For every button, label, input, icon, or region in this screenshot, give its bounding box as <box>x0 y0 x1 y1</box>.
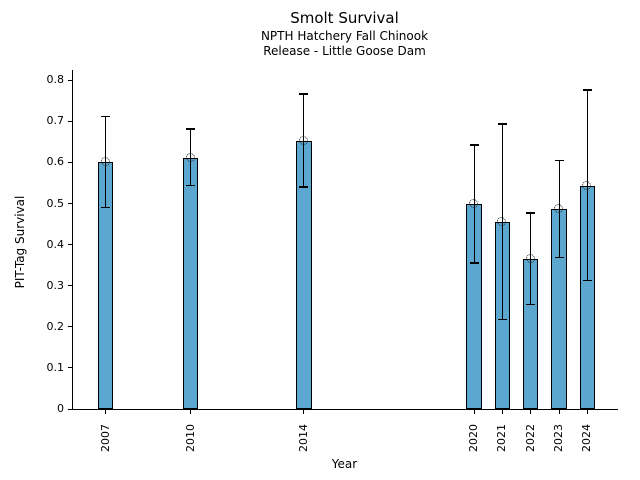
error-bar-cap-top <box>582 89 592 91</box>
y-tick-label: 0.8 <box>46 73 65 87</box>
error-bar-cap-top <box>299 93 309 95</box>
x-tick-label: 2014 <box>296 424 310 452</box>
chart-subtitle-line2: Release - Little Goose Dam <box>263 44 426 58</box>
value-marker <box>554 203 564 213</box>
y-tick <box>68 203 72 205</box>
error-bar-cap-bottom <box>554 256 564 259</box>
plot-area: 0 0.1 0.2 0.3 0.4 0.5 0.6 0.7 0.8 2007 2010 2014 202… <box>47 70 618 452</box>
value-marker <box>185 152 195 162</box>
y-tick <box>68 120 72 122</box>
y-tick-label: 0.5 <box>46 196 65 210</box>
y-tick <box>68 79 72 81</box>
error-bar-cap-top <box>101 115 111 118</box>
value-marker <box>298 135 308 145</box>
x-tick <box>558 410 560 414</box>
y-tick <box>68 408 72 410</box>
error-bar-cap-bottom <box>526 303 536 306</box>
error-bar-cap-top <box>526 212 536 214</box>
error-bar-cap-top <box>554 159 564 162</box>
y-tick <box>68 285 72 287</box>
value-marker <box>525 253 535 263</box>
x-tick <box>105 410 107 414</box>
x-tick-label: 2007 <box>98 424 112 452</box>
x-tick <box>303 410 305 414</box>
x-tick <box>501 410 503 414</box>
y-tick-label: 0.4 <box>46 237 65 251</box>
value-marker <box>497 216 507 226</box>
error-bar-cap-top <box>497 123 507 125</box>
x-tick <box>530 410 532 414</box>
y-tick-label: 0.7 <box>46 114 65 128</box>
error-bar-cap-top <box>186 128 196 130</box>
y-tick-label: 0.2 <box>46 319 65 333</box>
y-tick-label: 0.3 <box>46 278 65 292</box>
error-bar-cap-bottom <box>299 186 309 188</box>
error-bar-cap-top <box>469 144 479 146</box>
y-tick <box>68 326 72 328</box>
value-marker <box>469 199 479 209</box>
error-bar-cap-bottom <box>469 262 479 264</box>
x-tick-label: 2020 <box>467 424 481 452</box>
x-tick-label: 2023 <box>552 424 566 452</box>
y-tick-label: 0 <box>57 402 64 415</box>
error-bar-cap-bottom <box>101 206 111 209</box>
y-tick <box>68 161 72 163</box>
x-tick-label: 2010 <box>183 424 197 452</box>
x-tick <box>190 410 192 414</box>
x-tick-label: 2022 <box>523 424 537 452</box>
x-tick-label: 2021 <box>495 424 509 452</box>
value-marker <box>100 157 110 167</box>
error-bar-cap-bottom <box>186 184 196 187</box>
value-marker <box>582 180 592 190</box>
y-tick <box>68 367 72 369</box>
chart-subtitle-line1: NPTH Hatchery Fall Chinook <box>260 29 429 43</box>
error-bar-cap-bottom <box>497 318 507 321</box>
x-tick <box>473 410 475 414</box>
x-axis-label: Year <box>331 457 358 471</box>
y-tick-label: 0.6 <box>46 155 65 169</box>
bar-2010 <box>182 157 199 409</box>
chart-title: Smolt Survival <box>290 9 399 27</box>
y-tick <box>68 244 72 246</box>
y-tick-label: 0.1 <box>46 360 65 374</box>
x-tick-label: 2024 <box>580 424 594 452</box>
error-bar-cap-bottom <box>582 279 592 282</box>
x-tick <box>586 410 588 414</box>
